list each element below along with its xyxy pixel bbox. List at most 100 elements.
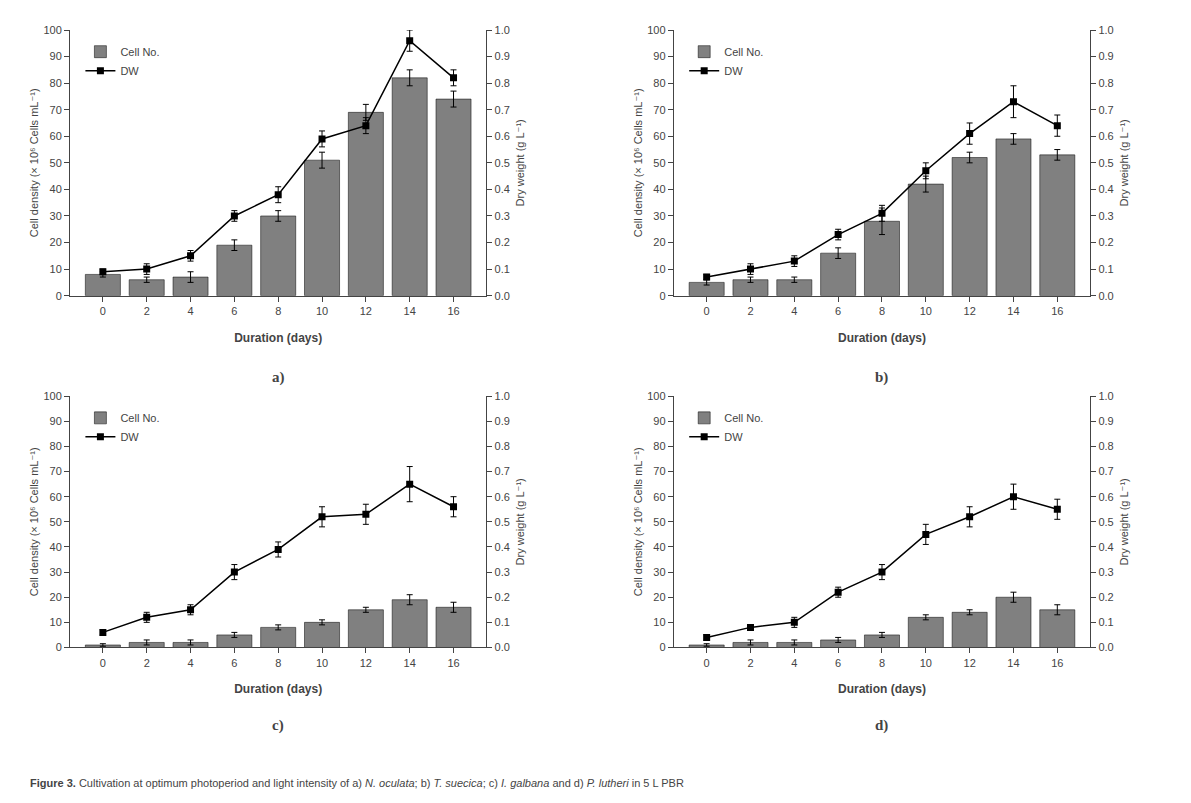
svg-text:100: 100 (647, 390, 665, 402)
svg-text:30: 30 (50, 566, 62, 578)
svg-text:0.3: 0.3 (495, 566, 510, 578)
svg-text:0.3: 0.3 (1098, 210, 1113, 222)
svg-text:6: 6 (231, 305, 237, 317)
svg-text:DW: DW (120, 65, 139, 77)
svg-text:0.2: 0.2 (1098, 591, 1113, 603)
svg-text:100: 100 (43, 390, 61, 402)
svg-text:4: 4 (791, 305, 797, 317)
svg-text:0.6: 0.6 (1098, 130, 1113, 142)
svg-text:14: 14 (404, 657, 416, 669)
svg-text:50: 50 (653, 516, 665, 528)
svg-text:20: 20 (653, 236, 665, 248)
svg-text:0: 0 (704, 657, 710, 669)
svg-text:0.0: 0.0 (495, 641, 510, 653)
svg-text:0: 0 (704, 305, 710, 317)
svg-text:12: 12 (360, 657, 372, 669)
svg-text:Dry weight (g L⁻¹): Dry weight (g L⁻¹) (1118, 119, 1130, 206)
svg-text:100: 100 (647, 24, 665, 36)
svg-text:0.1: 0.1 (495, 263, 510, 275)
svg-text:0: 0 (659, 290, 665, 302)
svg-text:12: 12 (360, 305, 372, 317)
svg-text:16: 16 (447, 657, 459, 669)
svg-text:60: 60 (653, 130, 665, 142)
svg-text:0: 0 (659, 641, 665, 653)
svg-text:0.5: 0.5 (495, 516, 510, 528)
svg-text:0.0: 0.0 (1098, 290, 1113, 302)
svg-text:0.1: 0.1 (1098, 616, 1113, 628)
svg-text:Dry weight (g L⁻¹): Dry weight (g L⁻¹) (514, 478, 526, 565)
svg-text:0.7: 0.7 (495, 465, 510, 477)
svg-text:10: 10 (50, 616, 62, 628)
svg-text:0.2: 0.2 (495, 591, 510, 603)
svg-text:DW: DW (724, 65, 743, 77)
svg-text:14: 14 (1007, 657, 1019, 669)
svg-text:8: 8 (879, 657, 885, 669)
svg-text:50: 50 (653, 157, 665, 169)
svg-text:8: 8 (275, 305, 281, 317)
svg-text:90: 90 (653, 415, 665, 427)
svg-text:16: 16 (1051, 305, 1063, 317)
svg-text:16: 16 (447, 305, 459, 317)
svg-text:100: 100 (43, 24, 61, 36)
svg-text:c): c) (272, 717, 284, 734)
svg-text:1.0: 1.0 (1098, 390, 1113, 402)
svg-text:12: 12 (964, 657, 976, 669)
svg-text:70: 70 (653, 104, 665, 116)
svg-text:0: 0 (56, 641, 62, 653)
svg-text:8: 8 (879, 305, 885, 317)
svg-text:0.9: 0.9 (1098, 415, 1113, 427)
svg-text:DW: DW (724, 431, 743, 443)
svg-text:Dry weight (g L⁻¹): Dry weight (g L⁻¹) (514, 119, 526, 206)
svg-text:a): a) (272, 369, 285, 386)
svg-text:Dry weight (g L⁻¹): Dry weight (g L⁻¹) (1118, 478, 1130, 565)
svg-text:Cell No.: Cell No. (724, 46, 763, 58)
svg-text:Duration (days): Duration (days) (234, 682, 322, 696)
svg-text:20: 20 (50, 236, 62, 248)
svg-text:80: 80 (653, 440, 665, 452)
svg-text:0.6: 0.6 (495, 491, 510, 503)
svg-text:0.0: 0.0 (1098, 641, 1113, 653)
svg-text:30: 30 (653, 566, 665, 578)
svg-text:Cell density (× 10⁶ Cells mL⁻¹: Cell density (× 10⁶ Cells mL⁻¹) (28, 447, 40, 596)
svg-text:0.1: 0.1 (495, 616, 510, 628)
svg-text:14: 14 (404, 305, 416, 317)
svg-text:90: 90 (653, 50, 665, 62)
svg-text:10: 10 (316, 305, 328, 317)
svg-text:2: 2 (144, 657, 150, 669)
svg-text:Cell density (× 10⁶ Cells mL⁻¹: Cell density (× 10⁶ Cells mL⁻¹) (632, 447, 644, 596)
svg-text:80: 80 (50, 77, 62, 89)
svg-text:Figure 3. Cultivation at optim: Figure 3. Cultivation at optimum photope… (30, 777, 684, 789)
svg-text:10: 10 (653, 263, 665, 275)
svg-text:50: 50 (50, 157, 62, 169)
svg-text:70: 70 (50, 104, 62, 116)
svg-text:1.0: 1.0 (495, 390, 510, 402)
svg-text:0.4: 0.4 (495, 541, 510, 553)
svg-text:0.4: 0.4 (1098, 183, 1113, 195)
svg-text:16: 16 (1051, 657, 1063, 669)
svg-text:50: 50 (50, 516, 62, 528)
svg-text:0.5: 0.5 (1098, 157, 1113, 169)
svg-text:0.7: 0.7 (495, 104, 510, 116)
svg-text:Cell No.: Cell No. (120, 412, 159, 424)
svg-text:Cell density (× 10⁶ Cells mL⁻¹: Cell density (× 10⁶ Cells mL⁻¹) (632, 88, 644, 237)
svg-text:70: 70 (50, 465, 62, 477)
svg-text:0: 0 (100, 657, 106, 669)
svg-text:80: 80 (50, 440, 62, 452)
svg-text:40: 40 (653, 183, 665, 195)
svg-text:b): b) (875, 369, 888, 386)
svg-text:Duration (days): Duration (days) (838, 331, 926, 345)
svg-text:90: 90 (50, 50, 62, 62)
svg-text:70: 70 (653, 465, 665, 477)
svg-text:2: 2 (747, 657, 753, 669)
svg-text:20: 20 (653, 591, 665, 603)
svg-text:40: 40 (50, 541, 62, 553)
svg-text:10: 10 (50, 263, 62, 275)
svg-text:14: 14 (1007, 305, 1019, 317)
svg-text:10: 10 (920, 305, 932, 317)
svg-text:6: 6 (835, 657, 841, 669)
svg-text:40: 40 (653, 541, 665, 553)
svg-text:0.6: 0.6 (1098, 491, 1113, 503)
svg-text:4: 4 (791, 657, 797, 669)
svg-text:Duration (days): Duration (days) (234, 331, 322, 345)
svg-text:60: 60 (50, 491, 62, 503)
